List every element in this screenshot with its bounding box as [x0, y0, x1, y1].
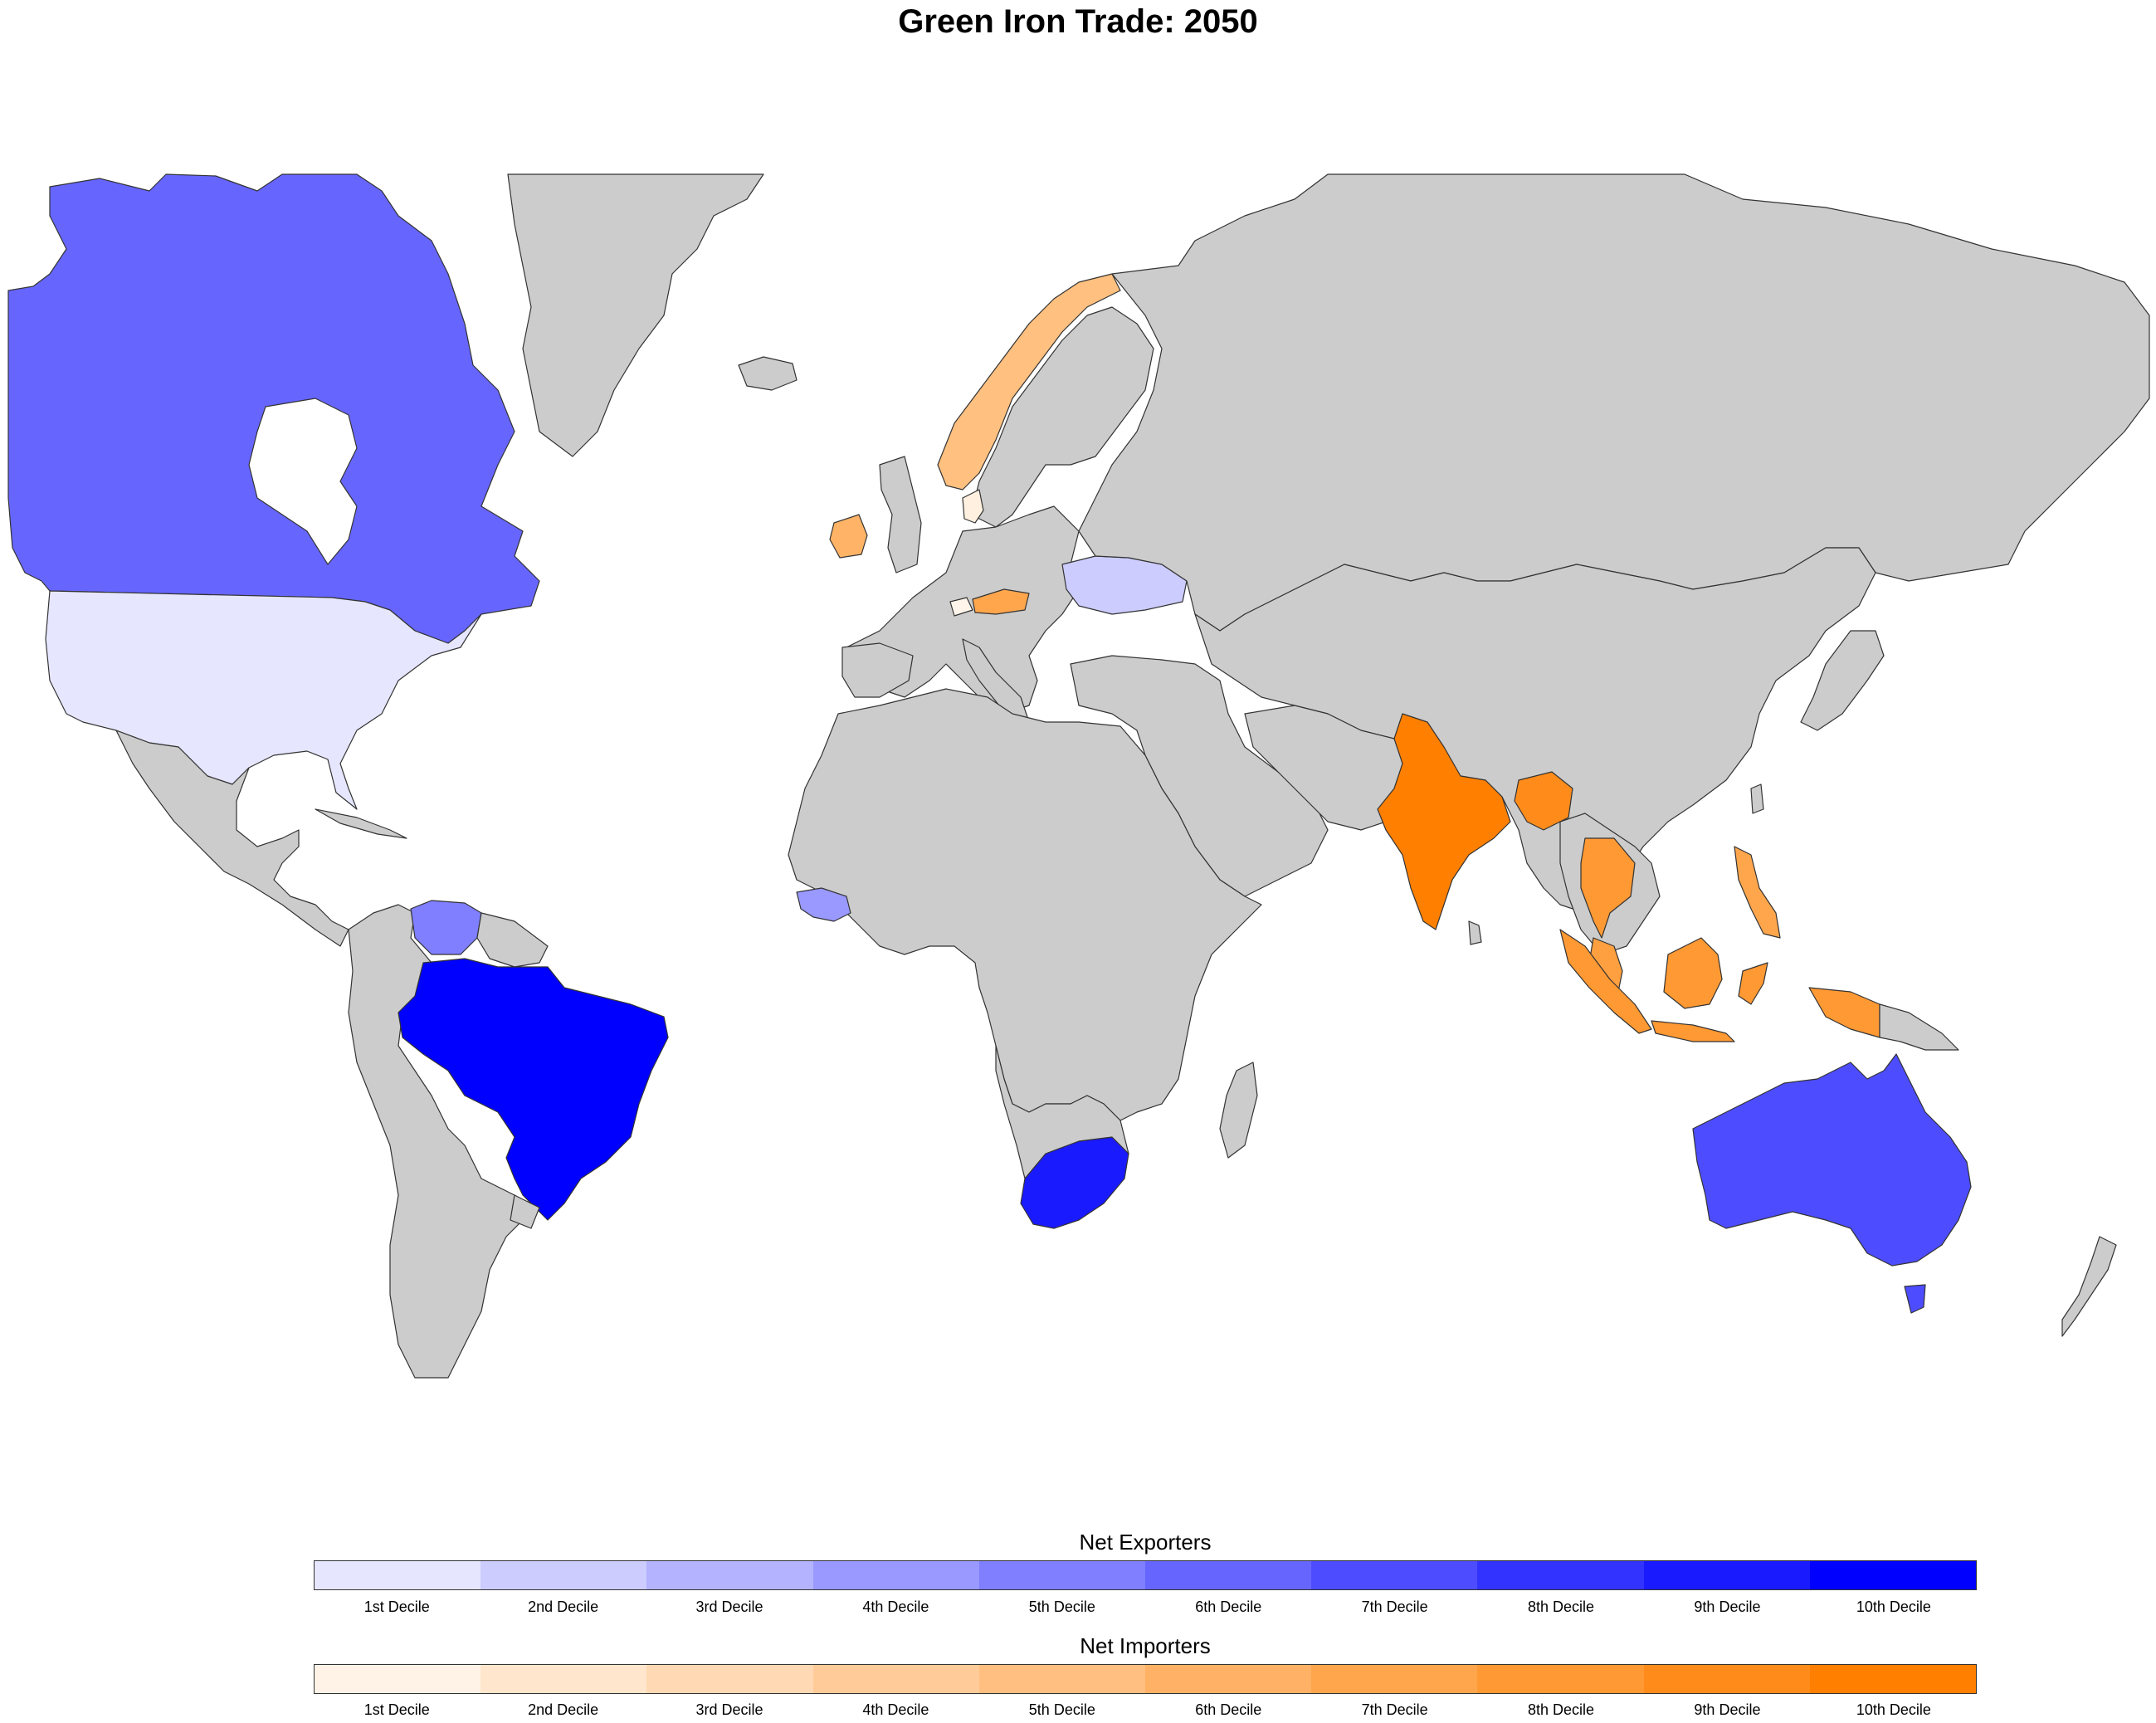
importers-decile-8-label: 8th Decile: [1528, 1701, 1595, 1718]
region-cuba: [315, 808, 407, 839]
region-australia[interactable]: [1692, 1053, 1972, 1267]
exporters-decile-3-swatch: [646, 1561, 813, 1589]
region-uruguay: [510, 1194, 540, 1229]
importers-decile-1-swatch: [315, 1665, 481, 1693]
exporters-decile-1-label: 1st Decile: [363, 1599, 430, 1615]
exporters-decile-2-label: 2nd Decile: [528, 1599, 599, 1615]
region-venezuela[interactable]: [410, 900, 482, 955]
region-philippines[interactable]: [1734, 846, 1781, 939]
legend-exporters-title: Net Exporters: [1079, 1530, 1212, 1555]
region-japan: [1800, 630, 1885, 731]
region-india[interactable]: [1377, 713, 1511, 930]
region-russia: [1078, 173, 2150, 632]
exporters-decile-8-swatch: [1477, 1561, 1644, 1589]
region-greenland: [507, 173, 764, 457]
region-iceland: [738, 356, 798, 391]
map-title: Green Iron Trade: 2050: [898, 3, 1258, 40]
region-taiwan: [1750, 783, 1764, 814]
exporters-decile-10-label: 10th Decile: [1856, 1599, 1931, 1615]
exporters-decile-9-label: 9th Decile: [1694, 1599, 1761, 1615]
exporters-decile-5-swatch: [978, 1561, 1146, 1589]
region-guinea[interactable]: [796, 887, 851, 922]
exporters-decile-6-label: 6th Decile: [1195, 1599, 1262, 1615]
importers-decile-10-label: 10th Decile: [1856, 1701, 1931, 1718]
importers-decile-4-swatch: [812, 1665, 979, 1693]
exporters-decile-5-label: 5th Decile: [1028, 1599, 1095, 1615]
exporters-decile-10-swatch: [1809, 1561, 1977, 1589]
region-ireland[interactable]: [829, 514, 868, 559]
importers-decile-1-label: 1st Decile: [363, 1701, 430, 1718]
legend-importers-colorbar: [314, 1664, 1977, 1694]
importers-decile-2-label: 2nd Decile: [528, 1701, 599, 1718]
region-madagascar: [1219, 1062, 1258, 1159]
region-indonesia-papua[interactable]: [1808, 987, 1880, 1038]
importers-decile-7-label: 7th Decile: [1361, 1701, 1428, 1718]
exporters-decile-3-label: 3rd Decile: [695, 1599, 763, 1615]
legend-importers-title: Net Importers: [1080, 1633, 1211, 1658]
importers-decile-6-swatch: [1145, 1665, 1312, 1693]
importers-decile-9-label: 9th Decile: [1694, 1701, 1761, 1718]
region-guianas: [476, 912, 549, 968]
region-united-kingdom: [879, 456, 922, 574]
region-sri-lanka: [1468, 920, 1482, 945]
importers-decile-2-swatch: [480, 1665, 647, 1693]
exporters-decile-9-swatch: [1643, 1561, 1810, 1589]
region-indonesia-sulawesi[interactable]: [1738, 962, 1768, 1005]
region-norway[interactable]: [937, 273, 1121, 491]
region-iberia: [841, 642, 914, 698]
region-indonesia-java[interactable]: [1651, 1020, 1735, 1042]
region-brazil[interactable]: [398, 958, 669, 1221]
region-switzerland[interactable]: [949, 597, 973, 617]
region-new-zealand: [2061, 1236, 2117, 1337]
region-canada[interactable]: [7, 173, 540, 644]
exporters-decile-7-swatch: [1311, 1561, 1478, 1589]
legend-exporters-colorbar: [314, 1560, 1977, 1590]
exporters-decile-4-label: 4th Decile: [862, 1599, 929, 1615]
importers-decile-5-swatch: [978, 1665, 1146, 1693]
region-bangladesh[interactable]: [1514, 771, 1573, 831]
region-sweden-finland: [970, 306, 1154, 528]
importers-decile-7-swatch: [1311, 1665, 1478, 1693]
importers-decile-9-swatch: [1643, 1665, 1810, 1693]
region-southern-africa: [995, 1045, 1129, 1179]
region-mexico: [115, 730, 349, 947]
region-denmark[interactable]: [962, 489, 984, 524]
legend-exporters-labels: 1st Decile 2nd Decile 3rd Decile 4th Decile…: [314, 1599, 1977, 1616]
region-tasmania[interactable]: [1904, 1284, 1926, 1314]
region-papua-new-guinea: [1879, 1003, 1959, 1051]
region-middle-east: [1070, 655, 1329, 897]
region-indonesia-sumatra[interactable]: [1559, 929, 1652, 1034]
exporters-decile-7-label: 7th Decile: [1361, 1599, 1428, 1615]
world-map: [7, 173, 2150, 1379]
exporters-decile-4-swatch: [812, 1561, 979, 1589]
importers-decile-6-label: 6th Decile: [1195, 1701, 1262, 1718]
exporters-decile-6-swatch: [1145, 1561, 1312, 1589]
region-austria[interactable]: [972, 588, 1030, 615]
region-thailand[interactable]: [1580, 837, 1636, 939]
legend-importers-labels: 1st Decile 2nd Decile 3rd Decile 4th Decile…: [314, 1701, 1977, 1719]
exporters-decile-1-swatch: [315, 1561, 481, 1589]
importers-decile-8-swatch: [1477, 1665, 1644, 1693]
region-indonesia-borneo[interactable]: [1663, 937, 1723, 1009]
importers-decile-5-label: 5th Decile: [1028, 1701, 1095, 1718]
importers-decile-3-label: 3rd Decile: [695, 1701, 763, 1718]
importers-decile-4-label: 4th Decile: [862, 1701, 929, 1718]
exporters-decile-2-swatch: [480, 1561, 647, 1589]
importers-decile-3-swatch: [646, 1665, 813, 1693]
exporters-decile-8-label: 8th Decile: [1528, 1599, 1595, 1615]
importers-decile-10-swatch: [1809, 1665, 1977, 1693]
